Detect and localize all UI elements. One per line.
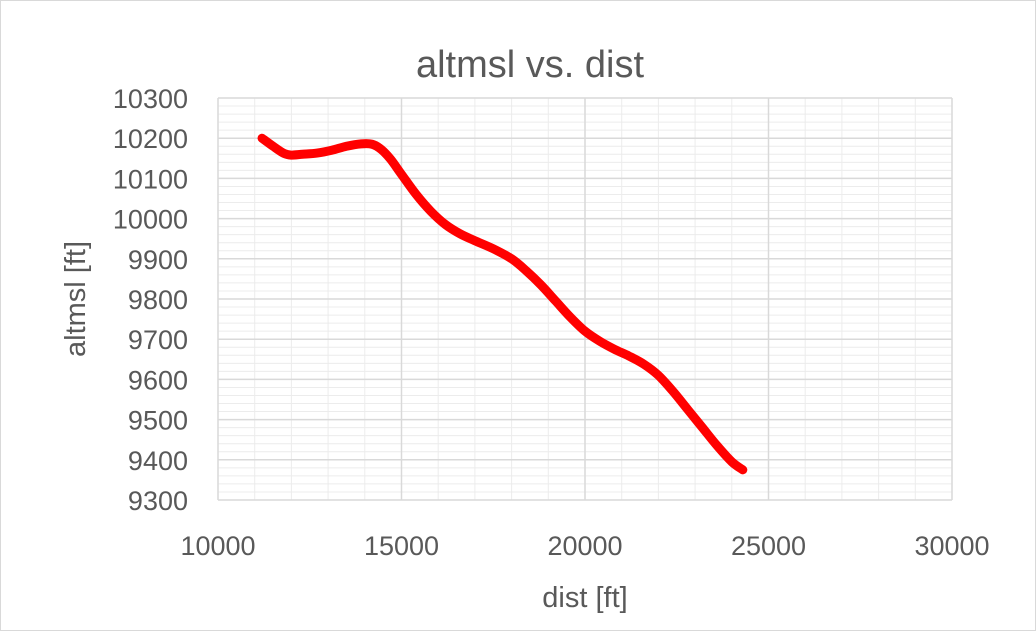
y-tick-label: 9900 xyxy=(128,245,188,275)
x-tick-label: 10000 xyxy=(180,531,255,561)
chart-title: altmsl vs. dist xyxy=(416,44,644,86)
y-tick-label: 10000 xyxy=(113,205,188,235)
series-line xyxy=(257,133,748,475)
y-tick-labels: 9300 9400 9500 9600 9700 9800 9900 10000 10100 10… xyxy=(113,84,188,516)
x-tick-labels: 10000 15000 20000 25000 30000 xyxy=(180,531,989,561)
y-tick-label: 9500 xyxy=(128,406,188,436)
x-axis-label: dist [ft] xyxy=(542,582,627,614)
y-tick-label: 9400 xyxy=(128,446,188,476)
x-tick-label: 15000 xyxy=(364,531,439,561)
series-group xyxy=(257,133,748,475)
y-tick-label: 10300 xyxy=(113,84,188,114)
y-tick-label: 10100 xyxy=(113,164,188,194)
y-axis-label: altmsl [ft] xyxy=(60,241,92,357)
y-tick-label: 9300 xyxy=(128,486,188,516)
major-gridlines xyxy=(217,97,953,501)
y-tick-label: 9700 xyxy=(128,325,188,355)
y-tick-label: 9600 xyxy=(128,365,188,395)
y-tick-label: 9800 xyxy=(128,285,188,315)
y-tick-label: 10200 xyxy=(113,124,188,154)
x-tick-label: 30000 xyxy=(914,531,989,561)
x-tick-label: 25000 xyxy=(731,531,806,561)
x-tick-label: 20000 xyxy=(547,531,622,561)
